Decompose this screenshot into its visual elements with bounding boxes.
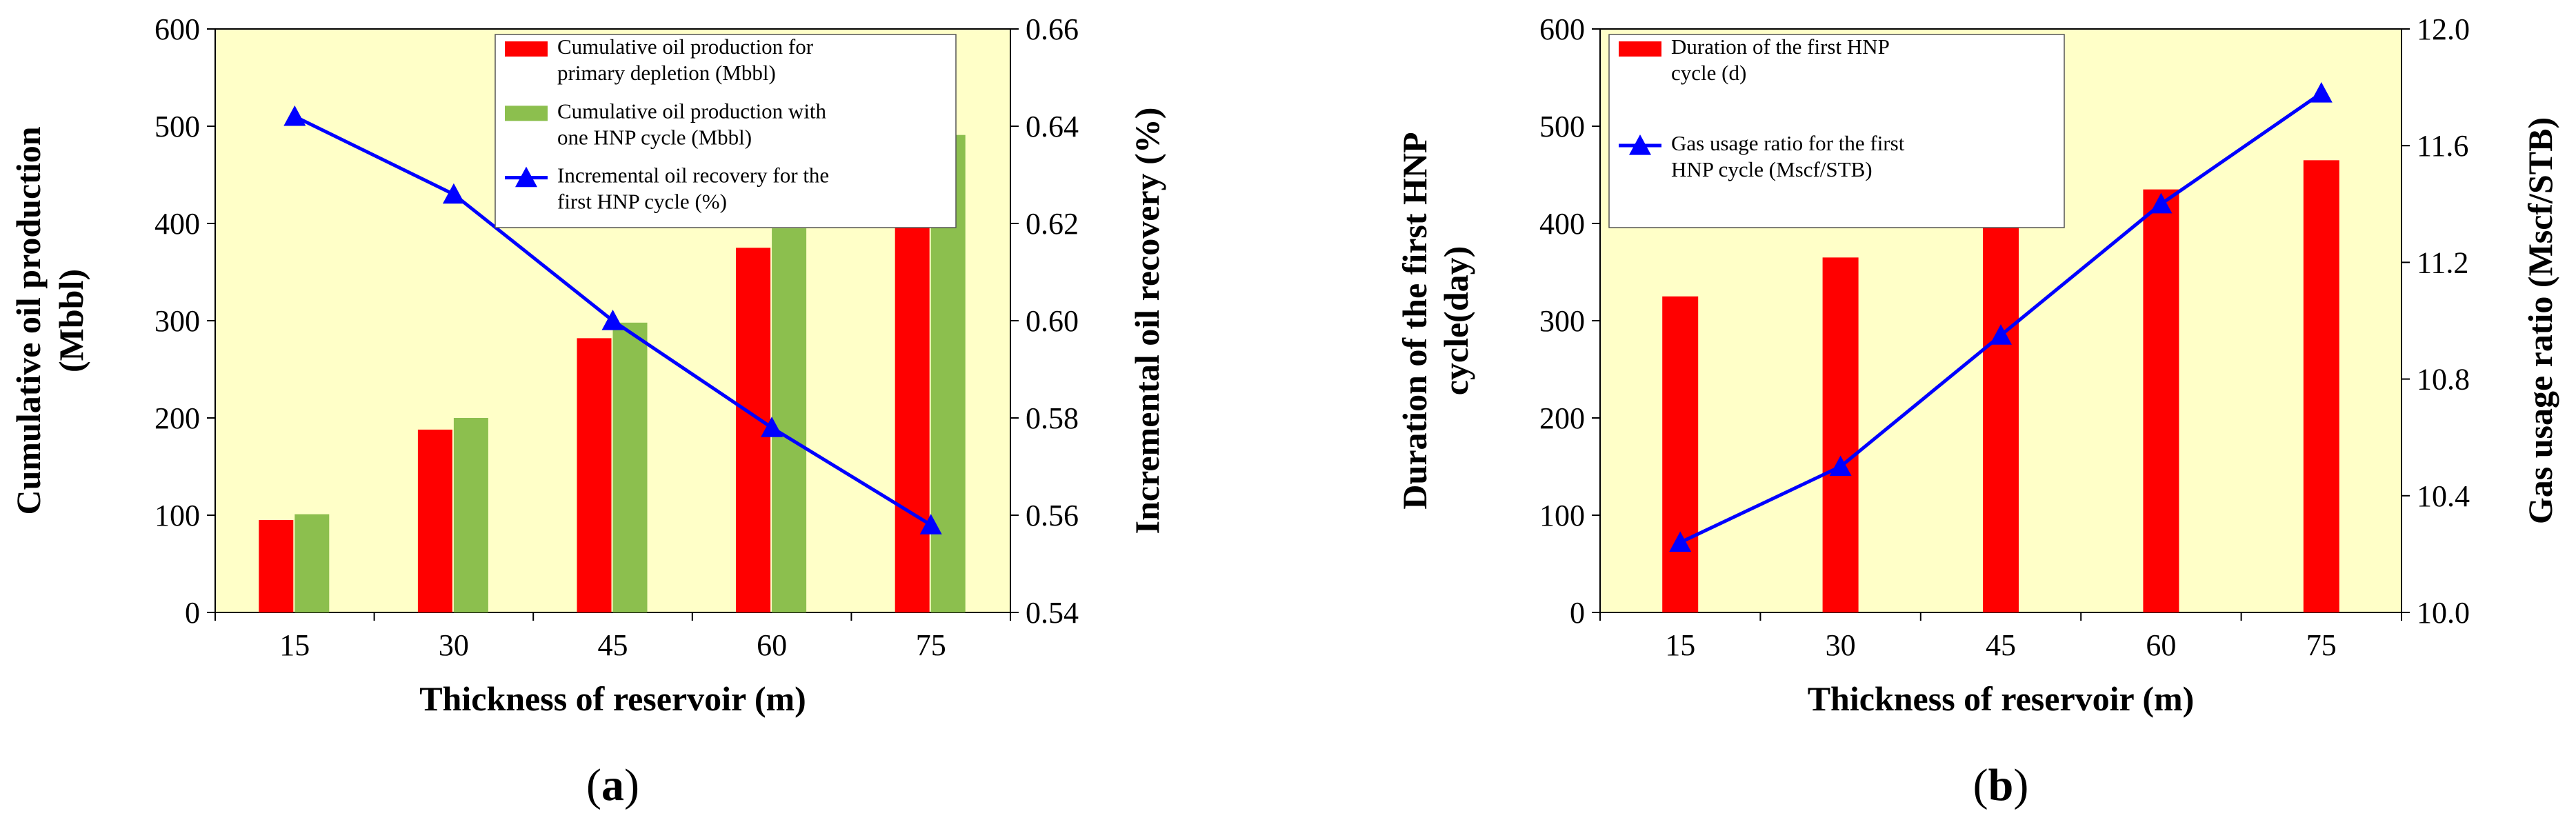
x-tick-label: 75: [916, 628, 946, 662]
y2-tick-label: 11.2: [2417, 246, 2468, 279]
y-tick-label: 400: [154, 207, 200, 241]
y2-tick-label: 0.64: [1026, 110, 1079, 143]
y2-tick-label: 10.0: [2417, 596, 2470, 630]
panel-label-letter: a: [601, 760, 624, 810]
panel-label-letter: b: [1988, 760, 2014, 810]
panel-label: (a): [586, 760, 639, 810]
panel-label: (b): [1973, 760, 2029, 810]
y-tick-label: 600: [154, 12, 200, 46]
x-tick-label: 30: [1826, 628, 1856, 662]
line-point: [2310, 82, 2333, 103]
y-tick-label: 500: [154, 110, 200, 143]
y-tick-label: 400: [1539, 207, 1585, 241]
y-axis-title: cycle(day): [1437, 246, 1475, 396]
y2-axis-title: Gas usage ratio (Mscf/STB): [2521, 117, 2559, 524]
x-tick-label: 60: [2146, 628, 2176, 662]
bar-1: [1822, 257, 1859, 613]
y-tick-label: 0: [185, 596, 200, 630]
legend-marker: [1629, 134, 1651, 155]
x-tick-label: 45: [1986, 628, 2016, 662]
x-tick-label: 15: [279, 628, 310, 662]
line-point: [761, 417, 783, 437]
y-tick-label: 200: [154, 401, 200, 435]
y2-tick-label: 0.56: [1026, 499, 1079, 532]
bar-2: [612, 322, 648, 612]
panel-label-open: (: [1973, 760, 1988, 810]
y2-tick-label: 10.8: [2417, 363, 2470, 397]
x-axis-title: Thickness of reservoir (m): [1808, 679, 2195, 718]
y2-tick-label: 0.62: [1026, 207, 1079, 241]
y2-tick-label: 12.0: [2417, 12, 2470, 46]
x-axis-title: Thickness of reservoir (m): [419, 679, 806, 718]
legend-label: one HNP cycle (Mbbl): [557, 125, 752, 149]
bar-1: [577, 338, 612, 612]
legend-label: Duration of the first HNP: [1671, 34, 1890, 59]
x-tick-label: 60: [757, 628, 787, 662]
legend-label: HNP cycle (Mscf/STB): [1671, 157, 1873, 181]
y-axis-title: (Mbbl): [52, 269, 90, 372]
legend-box: [495, 34, 957, 228]
y2-tick-label: 0.66: [1026, 12, 1079, 46]
y-tick-label: 0: [1570, 596, 1585, 630]
y2-tick-label: 11.6: [2417, 129, 2468, 163]
legend-marker: [515, 166, 537, 188]
line-point: [283, 105, 306, 126]
y-tick-label: 100: [154, 499, 200, 532]
bar-1: [895, 159, 930, 612]
bar-1: [259, 520, 294, 612]
y2-axis-title: Incremental oil recovery (%): [1128, 108, 1166, 535]
panel-b: 0 100 200 300 400 500 600 10.0 10.4 10.8 11.2 11.6 1…: [1395, 12, 2559, 810]
y2-tick-label: 0.60: [1026, 304, 1079, 338]
y-axis-title: Cumulative oil production: [9, 126, 48, 515]
panel-label-close: ): [624, 760, 639, 810]
panel-a: 0 100 200 300 400 500 600 0.54 0.56 0.58 0.60 0.62 0…: [9, 12, 1166, 810]
y-tick-label: 500: [1539, 110, 1585, 143]
line-point: [601, 310, 624, 330]
legend-label: cycle (d): [1671, 61, 1746, 85]
y-tick-label: 600: [1539, 12, 1585, 46]
bar-2: [453, 418, 488, 612]
y-tick-label: 300: [1539, 304, 1585, 338]
line-point: [919, 514, 942, 535]
legend-label: Incremental oil recovery for the: [557, 163, 829, 188]
legend-swatch: [1619, 41, 1661, 57]
y-axis-title: Duration of the first HNP: [1395, 132, 1434, 509]
bar-2: [772, 228, 807, 612]
bar-1: [1983, 223, 2019, 612]
y2-tick-label: 0.58: [1026, 401, 1079, 435]
bar-1: [1662, 296, 1699, 612]
line-point: [442, 183, 465, 204]
legend-label: first HNP cycle (%): [557, 190, 727, 214]
bar-1: [2303, 160, 2339, 613]
x-tick-label: 75: [2306, 628, 2337, 662]
x-tick-label: 15: [1665, 628, 1695, 662]
line-point: [1829, 455, 1852, 477]
bar-1: [417, 429, 452, 612]
bar-2: [294, 514, 330, 612]
y2-tick-label: 10.4: [2417, 479, 2470, 513]
legend-label: primary depletion (Mbbl): [557, 61, 776, 85]
panel-label-close: ): [2013, 760, 2028, 810]
y-tick-label: 300: [154, 304, 200, 338]
y-tick-label: 100: [1539, 499, 1585, 532]
x-tick-label: 45: [598, 628, 628, 662]
y-tick-label: 200: [1539, 401, 1585, 435]
legend-swatch: [505, 41, 548, 57]
line-point: [2150, 192, 2173, 214]
legend-box: [1608, 34, 2065, 228]
bar-1: [2143, 189, 2179, 612]
line-point: [1990, 324, 2012, 345]
legend-label: Cumulative oil production for: [557, 34, 814, 59]
y2-tick-label: 0.54: [1026, 596, 1079, 630]
legend-label: Gas usage ratio for the first: [1671, 131, 1905, 155]
x-tick-label: 30: [439, 628, 469, 662]
panel-label-open: (: [586, 760, 601, 810]
line-point: [1669, 531, 1692, 552]
legend-swatch: [505, 106, 548, 121]
legend-label: Cumulative oil production with: [557, 99, 827, 123]
